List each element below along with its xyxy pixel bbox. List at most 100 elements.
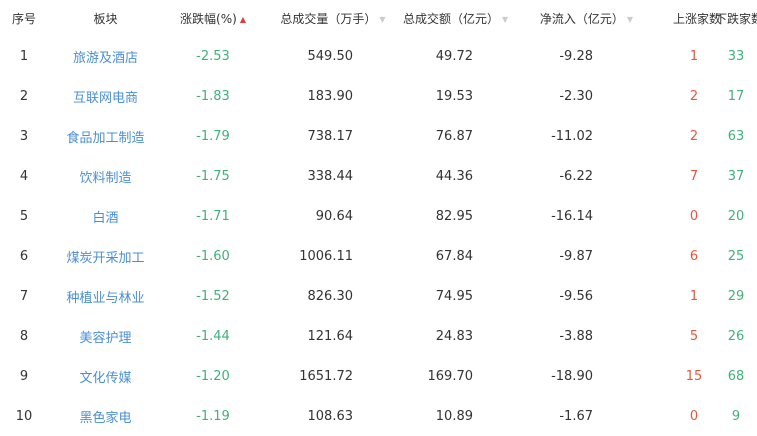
up-count-cell: 2 bbox=[689, 128, 699, 144]
up-count-cell: 1 bbox=[689, 48, 699, 64]
col-up: 上涨家数 bbox=[673, 11, 722, 26]
volume-cell: 108.63 bbox=[307, 408, 354, 424]
sort-icon[interactable]: ▼ bbox=[379, 14, 386, 24]
up-count-cell: 1 bbox=[689, 288, 699, 304]
col-down: 下跌家数 bbox=[715, 11, 757, 26]
volume-cell: 738.17 bbox=[307, 128, 354, 144]
down-count-cell: 25 bbox=[727, 248, 745, 264]
table-row[interactable]: 8 美容护理 -1.44 121.64 24.83 -3.88 5 26 bbox=[0, 316, 757, 356]
change-cell: -1.52 bbox=[196, 288, 230, 304]
rank-cell: 9 bbox=[19, 368, 29, 384]
rank-cell: 7 bbox=[19, 288, 29, 304]
sector-link[interactable]: 旅游及酒店 bbox=[72, 50, 138, 66]
volume-cell: 121.64 bbox=[307, 328, 354, 344]
col-change[interactable]: 涨跌幅(%) ▲ bbox=[163, 0, 263, 36]
amount-cell: 10.89 bbox=[435, 408, 473, 424]
up-count-cell: 0 bbox=[689, 408, 699, 424]
sector-link[interactable]: 饮料制造 bbox=[79, 170, 132, 186]
table-row[interactable]: 6 煤炭开采加工 -1.60 1006.11 67.84 -9.87 6 25 bbox=[0, 236, 757, 276]
up-count-cell: 5 bbox=[689, 328, 699, 344]
netflow-cell: -11.02 bbox=[551, 128, 593, 144]
down-count-cell: 63 bbox=[727, 128, 745, 144]
sector-link[interactable]: 互联网电商 bbox=[72, 90, 138, 106]
sector-link[interactable]: 白酒 bbox=[92, 210, 119, 226]
change-cell: -1.83 bbox=[196, 88, 230, 104]
col-sector: 板块 bbox=[93, 11, 118, 26]
rank-cell: 8 bbox=[19, 328, 29, 344]
sector-link[interactable]: 食品加工制造 bbox=[66, 130, 145, 146]
amount-cell: 49.72 bbox=[435, 48, 473, 64]
rank-cell: 5 bbox=[19, 208, 29, 224]
netflow-cell: -9.87 bbox=[559, 248, 593, 264]
change-cell: -1.71 bbox=[196, 208, 230, 224]
table-row[interactable]: 3 食品加工制造 -1.79 738.17 76.87 -11.02 2 63 bbox=[0, 116, 757, 156]
sort-icon[interactable]: ▼ bbox=[502, 14, 509, 24]
down-count-cell: 33 bbox=[727, 48, 745, 64]
col-netflow[interactable]: 净流入（亿元） ▼ bbox=[473, 0, 673, 36]
up-count-cell: 6 bbox=[689, 248, 699, 264]
sector-link[interactable]: 黑色家电 bbox=[79, 410, 132, 426]
col-volume-label: 总成交量（万手） bbox=[280, 11, 377, 26]
down-count-cell: 9 bbox=[731, 408, 741, 424]
rank-cell: 1 bbox=[19, 48, 29, 64]
table-row[interactable]: 5 白酒 -1.71 90.64 82.95 -16.14 0 20 bbox=[0, 196, 757, 236]
volume-cell: 338.44 bbox=[307, 168, 354, 184]
netflow-cell: -3.88 bbox=[559, 328, 593, 344]
change-cell: -1.20 bbox=[196, 368, 230, 384]
col-volume[interactable]: 总成交量（万手） ▼ bbox=[263, 0, 403, 36]
netflow-cell: -9.56 bbox=[559, 288, 593, 304]
table-row[interactable]: 10 黑色家电 -1.19 108.63 10.89 -1.67 0 9 bbox=[0, 396, 757, 436]
col-change-label: 涨跌幅(%) bbox=[180, 11, 237, 26]
col-amount-label: 总成交额（亿元） bbox=[403, 11, 500, 26]
netflow-cell: -16.14 bbox=[551, 208, 593, 224]
rank-cell: 6 bbox=[19, 248, 29, 264]
netflow-cell: -9.28 bbox=[559, 48, 593, 64]
amount-cell: 169.70 bbox=[427, 368, 474, 384]
rank-cell: 10 bbox=[15, 408, 33, 424]
change-cell: -1.44 bbox=[196, 328, 230, 344]
sector-link[interactable]: 美容护理 bbox=[79, 330, 132, 346]
rank-cell: 2 bbox=[19, 88, 29, 104]
rank-cell: 4 bbox=[19, 168, 29, 184]
netflow-cell: -1.67 bbox=[559, 408, 593, 424]
volume-cell: 1006.11 bbox=[299, 248, 353, 264]
sector-link[interactable]: 种植业与林业 bbox=[66, 290, 145, 306]
volume-cell: 1651.72 bbox=[299, 368, 353, 384]
amount-cell: 76.87 bbox=[435, 128, 473, 144]
volume-cell: 90.64 bbox=[315, 208, 353, 224]
table-row[interactable]: 4 饮料制造 -1.75 338.44 44.36 -6.22 7 37 bbox=[0, 156, 757, 196]
down-count-cell: 68 bbox=[727, 368, 745, 384]
amount-cell: 19.53 bbox=[435, 88, 473, 104]
change-cell: -1.75 bbox=[196, 168, 230, 184]
header-row: 序号 板块 涨跌幅(%) ▲ 总成交量（万手） ▼ 总成交额（亿元） ▼ 净流入（亿元… bbox=[0, 0, 757, 36]
up-count-cell: 15 bbox=[685, 368, 703, 384]
amount-cell: 74.95 bbox=[435, 288, 473, 304]
sector-link[interactable]: 煤炭开采加工 bbox=[66, 250, 145, 266]
table-row[interactable]: 7 种植业与林业 -1.52 826.30 74.95 -9.56 1 29 bbox=[0, 276, 757, 316]
sort-icon[interactable]: ▼ bbox=[626, 14, 633, 24]
change-cell: -1.19 bbox=[196, 408, 230, 424]
table-row[interactable]: 1 旅游及酒店 -2.53 549.50 49.72 -9.28 1 33 bbox=[0, 36, 757, 76]
netflow-cell: -6.22 bbox=[559, 168, 593, 184]
amount-cell: 82.95 bbox=[435, 208, 473, 224]
volume-cell: 826.30 bbox=[307, 288, 354, 304]
sort-asc-icon[interactable]: ▲ bbox=[239, 14, 246, 24]
col-amount[interactable]: 总成交额（亿元） ▼ bbox=[403, 0, 508, 36]
amount-cell: 67.84 bbox=[435, 248, 473, 264]
amount-cell: 24.83 bbox=[435, 328, 473, 344]
col-netflow-label: 净流入（亿元） bbox=[539, 11, 624, 26]
table-row[interactable]: 9 文化传媒 -1.20 1651.72 169.70 -18.90 15 68 bbox=[0, 356, 757, 396]
rank-cell: 3 bbox=[19, 128, 29, 144]
down-count-cell: 26 bbox=[727, 328, 745, 344]
down-count-cell: 17 bbox=[727, 88, 745, 104]
netflow-cell: -18.90 bbox=[551, 368, 593, 384]
amount-cell: 44.36 bbox=[435, 168, 473, 184]
up-count-cell: 0 bbox=[689, 208, 699, 224]
sector-link[interactable]: 文化传媒 bbox=[79, 370, 132, 386]
table-row[interactable]: 2 互联网电商 -1.83 183.90 19.53 -2.30 2 17 bbox=[0, 76, 757, 116]
up-count-cell: 2 bbox=[689, 88, 699, 104]
netflow-cell: -2.30 bbox=[559, 88, 593, 104]
change-cell: -2.53 bbox=[196, 48, 230, 64]
col-rank: 序号 bbox=[11, 11, 36, 26]
